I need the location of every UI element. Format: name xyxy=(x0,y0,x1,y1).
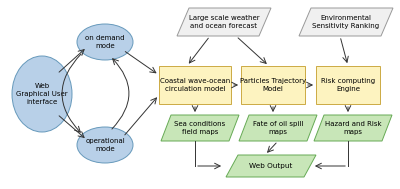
Text: Environmental
Sensitivity Ranking: Environmental Sensitivity Ranking xyxy=(312,15,380,29)
Text: Hazard and Risk
maps: Hazard and Risk maps xyxy=(325,121,381,135)
Ellipse shape xyxy=(77,24,133,60)
Text: Coastal wave-ocean
circulation model: Coastal wave-ocean circulation model xyxy=(160,78,230,92)
FancyBboxPatch shape xyxy=(241,66,305,104)
Text: Particles Trajectory
Model: Particles Trajectory Model xyxy=(240,78,306,92)
Polygon shape xyxy=(161,115,239,141)
Polygon shape xyxy=(177,8,271,36)
Text: Web
Graphical User
interface: Web Graphical User interface xyxy=(16,84,68,105)
Polygon shape xyxy=(299,8,393,36)
Text: on demand
mode: on demand mode xyxy=(85,35,125,49)
Text: operational
mode: operational mode xyxy=(85,138,125,152)
Ellipse shape xyxy=(77,127,133,163)
Text: Web Output: Web Output xyxy=(249,163,293,169)
Polygon shape xyxy=(226,155,316,177)
Text: Risk computing
Engine: Risk computing Engine xyxy=(321,78,375,92)
FancyBboxPatch shape xyxy=(159,66,231,104)
Polygon shape xyxy=(314,115,392,141)
Polygon shape xyxy=(239,115,317,141)
Text: Large scale weather
and ocean forecast: Large scale weather and ocean forecast xyxy=(189,15,259,29)
Ellipse shape xyxy=(12,56,72,132)
FancyBboxPatch shape xyxy=(316,66,380,104)
Text: Fate of oil spill
maps: Fate of oil spill maps xyxy=(253,121,303,135)
Text: Sea conditions
field maps: Sea conditions field maps xyxy=(174,121,226,135)
